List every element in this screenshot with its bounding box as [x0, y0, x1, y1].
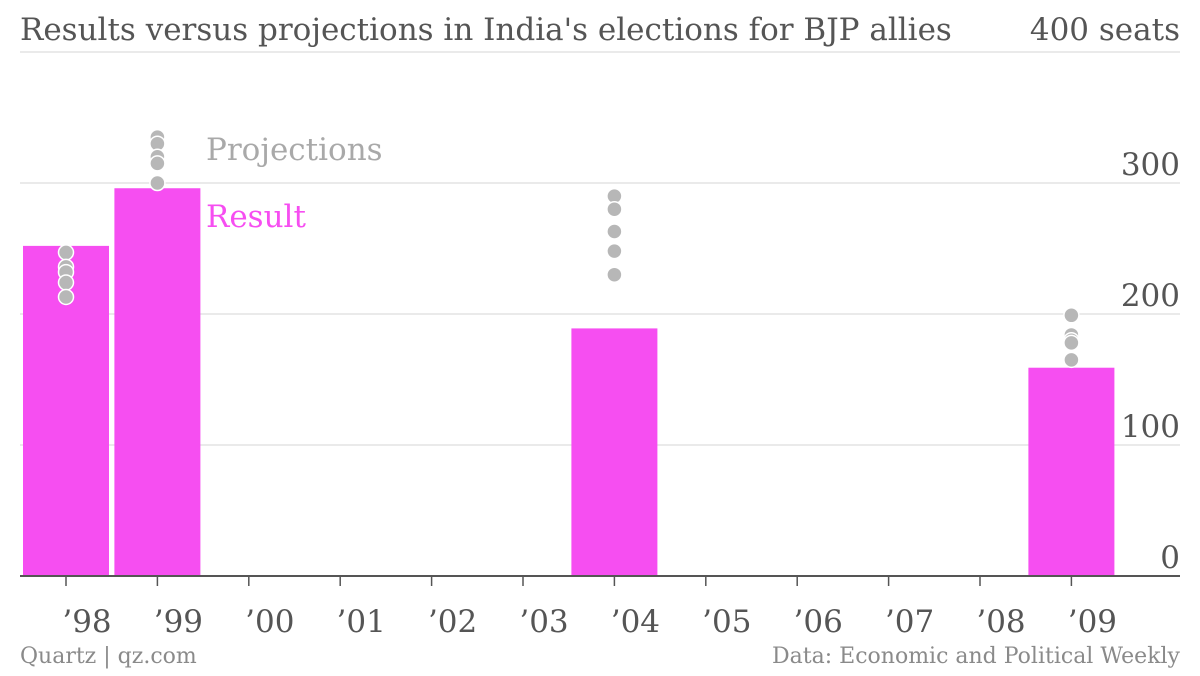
y-axis-ticks: 0 100 200 300: [1121, 147, 1180, 576]
projection-dot: [606, 200, 623, 218]
projection-dot: [1063, 334, 1080, 352]
y-tick-label: 0: [1160, 540, 1180, 576]
y-axis-unit-label: 400 seats: [1029, 12, 1180, 48]
x-tick-label: ’03: [519, 604, 568, 640]
y-tick-label: 300: [1121, 147, 1180, 183]
y-tick-label: 200: [1121, 278, 1180, 314]
projection-dots: [57, 128, 1080, 369]
result-bar: [571, 328, 658, 576]
x-tick-label: ’01: [337, 604, 386, 640]
projection-dot: [57, 274, 75, 291]
x-tick-label: ’04: [611, 604, 660, 640]
x-tick-label: ’99: [154, 604, 203, 640]
x-tick-label: ’07: [885, 604, 934, 640]
projection-dot: [606, 242, 623, 260]
x-tick-label: ’06: [794, 604, 843, 640]
x-tick-label: ’05: [702, 604, 751, 640]
legend-result-label: Result: [206, 199, 306, 235]
legend-projections-label: Projections: [206, 132, 383, 168]
y-tick-label: 100: [1121, 409, 1180, 445]
x-axis-ticks: ’98 ’99 ’00 ’01 ’02 ’03 ’04 ’05 ’06 ’07 ’08 ’09: [62, 576, 1117, 640]
result-bar: [114, 188, 201, 577]
result-bar: [1028, 367, 1115, 576]
projection-dot: [149, 155, 166, 172]
footer-credit: Quartz | qz.com: [20, 644, 197, 669]
projection-dot: [606, 266, 623, 283]
x-tick-label: ’00: [245, 604, 294, 640]
projection-dot: [149, 174, 166, 192]
projection-dot: [1063, 351, 1080, 369]
projection-dot: [57, 288, 75, 306]
x-tick-label: ’98: [62, 604, 111, 640]
result-bars: [23, 188, 1115, 577]
projection-dot: [606, 223, 623, 240]
x-tick-label: ’08: [976, 604, 1025, 640]
footer-data-source: Data: Economic and Political Weekly: [772, 644, 1180, 669]
projection-dot: [1063, 307, 1080, 324]
chart-title: Results versus projections in India's el…: [20, 12, 952, 48]
projection-dot: [57, 244, 75, 261]
x-tick-label: ’02: [428, 604, 477, 640]
x-tick-label: ’09: [1068, 604, 1117, 640]
